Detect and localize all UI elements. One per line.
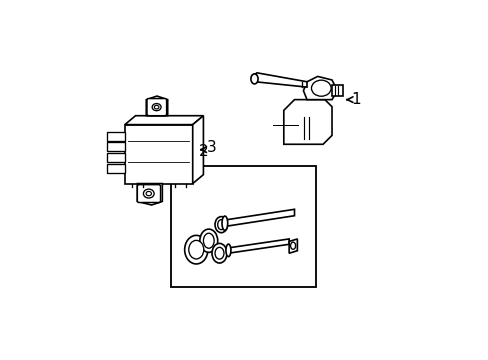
Ellipse shape — [290, 242, 295, 249]
Polygon shape — [288, 239, 297, 253]
FancyBboxPatch shape — [147, 99, 166, 116]
Polygon shape — [107, 132, 124, 141]
Ellipse shape — [250, 74, 258, 84]
Polygon shape — [228, 239, 288, 253]
Polygon shape — [303, 76, 337, 100]
Polygon shape — [124, 116, 203, 125]
Ellipse shape — [152, 104, 161, 111]
Ellipse shape — [215, 247, 224, 259]
Polygon shape — [124, 125, 192, 184]
Polygon shape — [331, 85, 342, 96]
Bar — [171, 166, 315, 287]
Polygon shape — [192, 116, 203, 184]
Ellipse shape — [215, 217, 227, 233]
Polygon shape — [251, 73, 306, 87]
Polygon shape — [137, 184, 162, 205]
Polygon shape — [107, 143, 124, 152]
Ellipse shape — [225, 244, 230, 257]
Ellipse shape — [188, 240, 203, 259]
Ellipse shape — [212, 243, 226, 263]
Polygon shape — [283, 100, 331, 144]
Polygon shape — [107, 164, 124, 173]
Polygon shape — [146, 96, 167, 116]
Polygon shape — [224, 209, 294, 226]
Ellipse shape — [217, 220, 224, 230]
Polygon shape — [107, 153, 124, 162]
Ellipse shape — [311, 80, 330, 96]
Ellipse shape — [184, 235, 207, 264]
Text: 1: 1 — [351, 92, 361, 107]
Ellipse shape — [203, 233, 214, 248]
FancyBboxPatch shape — [137, 185, 160, 203]
Ellipse shape — [200, 229, 217, 252]
Text: 2: 2 — [198, 144, 208, 158]
Ellipse shape — [146, 192, 151, 196]
Ellipse shape — [154, 105, 159, 109]
Ellipse shape — [222, 216, 227, 230]
Ellipse shape — [143, 189, 154, 198]
Text: 3: 3 — [206, 140, 216, 156]
